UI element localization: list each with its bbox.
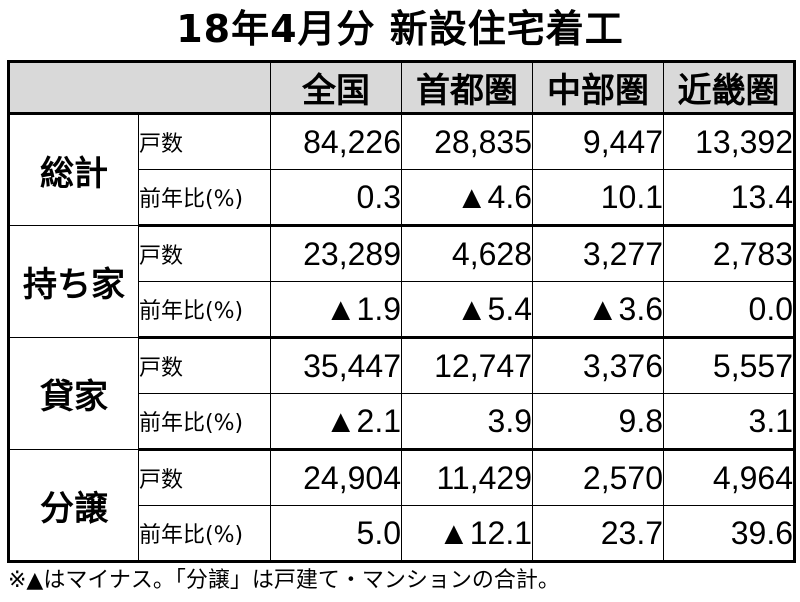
value-cell: 3,277 (532, 225, 664, 282)
value-cell: 5.0 (270, 505, 402, 562)
column-header: 全国 (270, 61, 402, 115)
value-cell: 4,964 (663, 449, 795, 506)
category-label: 貸家 (8, 337, 139, 450)
value-cell: ▲5.4 (401, 281, 533, 339)
value-cell: 5,557 (663, 337, 795, 394)
column-header: 中部圏 (532, 61, 664, 115)
value-cell: 2,783 (663, 225, 795, 282)
metric-label: 戸数 (138, 337, 271, 394)
value-cell: 28,835 (401, 113, 533, 170)
value-cell: ▲12.1 (401, 505, 533, 562)
table-row: 前年比(%) 0.3 ▲4.6 10.1 13.4 (9, 169, 795, 227)
value-cell: 4,628 (401, 225, 533, 282)
metric-label: 戸数 (138, 113, 271, 170)
value-cell: 10.1 (532, 169, 664, 227)
category-label: 持ち家 (8, 225, 139, 338)
footnote: ※▲はマイナス。「分譲」は戸建て・マンションの合計。 (8, 568, 560, 593)
table-row: 前年比(%) ▲2.1 3.9 9.8 3.1 (9, 393, 795, 451)
metric-label: 前年比(%) (138, 505, 271, 562)
table-row: 貸家 戸数 35,447 12,747 3,376 5,557 (8, 337, 795, 450)
category-label: 総計 (8, 113, 139, 226)
table-row: 総計 戸数 84,226 28,835 9,447 13,392 (8, 113, 795, 226)
value-cell: 11,429 (401, 449, 533, 506)
value-cell: 23,289 (270, 225, 402, 282)
value-cell: 12,747 (401, 337, 533, 394)
metric-label: 前年比(%) (138, 393, 271, 451)
value-cell: ▲4.6 (401, 169, 533, 227)
page-title: 18年4月分 新設住宅着工 (176, 7, 624, 51)
metric-label: 前年比(%) (138, 169, 271, 227)
value-cell: 39.6 (663, 505, 795, 562)
header-corner (8, 61, 271, 115)
value-cell: 84,226 (270, 113, 402, 170)
value-cell: 13.4 (663, 169, 795, 227)
value-cell: ▲1.9 (270, 281, 402, 339)
column-header: 近畿圏 (663, 61, 795, 115)
category-label: 分譲 (8, 449, 139, 562)
column-header: 首都圏 (401, 61, 533, 115)
value-cell: 0.3 (270, 169, 402, 227)
value-cell: 9,447 (532, 113, 664, 170)
value-cell: 3.1 (663, 393, 795, 451)
value-cell: 3,376 (532, 337, 664, 394)
value-cell: ▲2.1 (270, 393, 402, 451)
value-cell: 23.7 (532, 505, 664, 562)
value-cell: 2,570 (532, 449, 664, 506)
metric-label: 戸数 (138, 449, 271, 506)
value-cell: 9.8 (532, 393, 664, 451)
table-row: 持ち家 戸数 23,289 4,628 3,277 2,783 (8, 225, 795, 338)
metric-label: 戸数 (138, 225, 271, 282)
value-cell: 13,392 (663, 113, 795, 170)
value-cell: 24,904 (270, 449, 402, 506)
housing-starts-table: 全国 首都圏 中部圏 近畿圏 総計 戸数 84,226 28,835 9,447… (7, 60, 796, 563)
value-cell: 35,447 (270, 337, 402, 394)
value-cell: 0.0 (663, 281, 795, 339)
value-cell: 3.9 (401, 393, 533, 451)
value-cell: ▲3.6 (532, 281, 664, 339)
table-row: 前年比(%) ▲1.9 ▲5.4 ▲3.6 0.0 (9, 281, 795, 339)
table-row: 分譲 戸数 24,904 11,429 2,570 4,964 (8, 449, 795, 562)
header-row: 全国 首都圏 中部圏 近畿圏 (8, 61, 795, 115)
table-row: 前年比(%) 5.0 ▲12.1 23.7 39.6 (9, 505, 795, 562)
metric-label: 前年比(%) (138, 281, 271, 339)
